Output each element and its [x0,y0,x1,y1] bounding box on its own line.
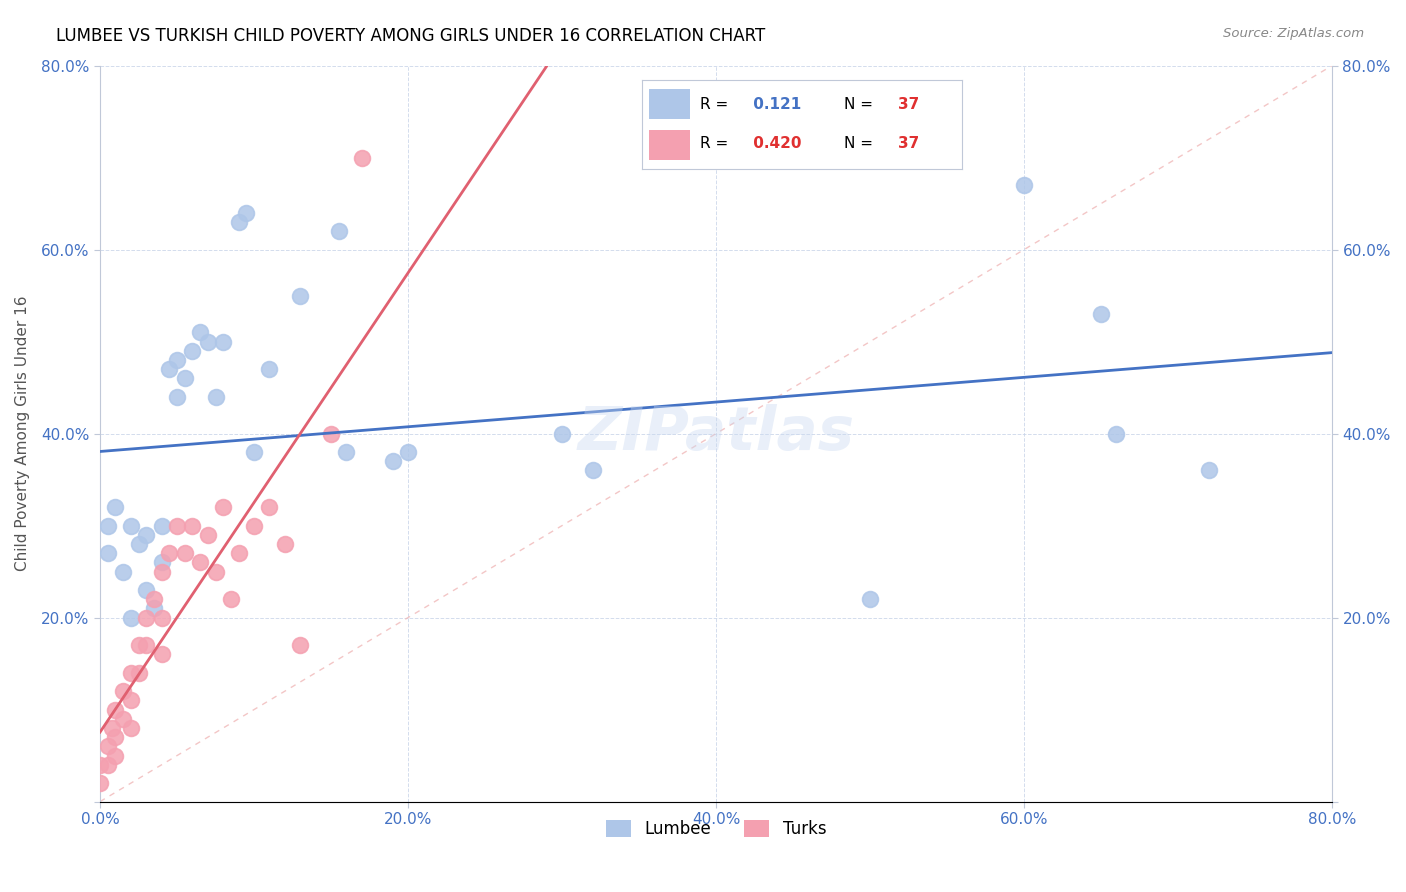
Point [104,748,127,763]
Point [859,592,882,607]
Point [204,390,226,404]
Point [150,555,173,569]
Point [212,334,235,349]
Point [188,555,211,569]
Point [97,757,120,772]
Point [396,445,419,459]
Y-axis label: Child Poverty Among Girls Under 16: Child Poverty Among Girls Under 16 [15,296,30,572]
Legend: Lumbee, Turks: Lumbee, Turks [599,814,832,845]
Point [1105,426,1128,441]
Point [166,518,188,533]
Point [135,582,157,597]
Point [97,546,120,560]
Point [97,518,120,533]
Point [112,712,135,726]
Point [551,426,574,441]
Point [197,334,219,349]
Point [582,463,605,477]
Point [235,206,257,220]
Point [135,610,157,624]
Point [104,500,127,515]
Point [1090,307,1112,321]
Point [128,537,150,551]
Point [120,518,142,533]
Point [166,390,188,404]
Point [188,326,211,340]
Point [120,665,142,680]
Point [101,721,124,735]
Point [112,565,135,579]
Point [181,343,204,358]
Point [135,638,157,652]
Point [104,730,127,744]
Point [97,739,120,754]
Point [120,610,142,624]
Point [228,546,250,560]
Point [120,693,142,707]
Point [181,518,204,533]
Point [150,610,173,624]
Point [173,546,195,560]
Point [212,500,235,515]
Point [150,518,173,533]
Point [381,454,404,468]
Point [219,592,242,607]
Point [128,665,150,680]
Point [319,426,342,441]
Point [274,537,297,551]
Point [1198,463,1220,477]
Point [104,702,127,716]
Point [228,215,250,229]
Point [259,362,281,376]
Point [1012,178,1035,193]
Point [166,353,188,368]
Point [128,638,150,652]
Point [89,776,111,790]
Point [173,371,195,385]
Point [204,565,226,579]
Point [335,445,357,459]
Point [290,288,312,302]
Point [328,224,350,238]
Point [112,684,135,698]
Point [89,757,111,772]
Point [150,565,173,579]
Point [157,362,180,376]
Point [350,151,373,165]
Text: ZIPatlas: ZIPatlas [578,404,855,463]
Point [135,528,157,542]
Point [150,648,173,662]
Point [259,500,281,515]
Text: Source: ZipAtlas.com: Source: ZipAtlas.com [1223,27,1364,40]
Point [243,518,266,533]
Point [290,638,312,652]
Point [197,528,219,542]
Point [142,592,165,607]
Point [157,546,180,560]
Point [243,445,266,459]
Point [142,601,165,615]
Point [120,721,142,735]
Text: LUMBEE VS TURKISH CHILD POVERTY AMONG GIRLS UNDER 16 CORRELATION CHART: LUMBEE VS TURKISH CHILD POVERTY AMONG GI… [56,27,765,45]
